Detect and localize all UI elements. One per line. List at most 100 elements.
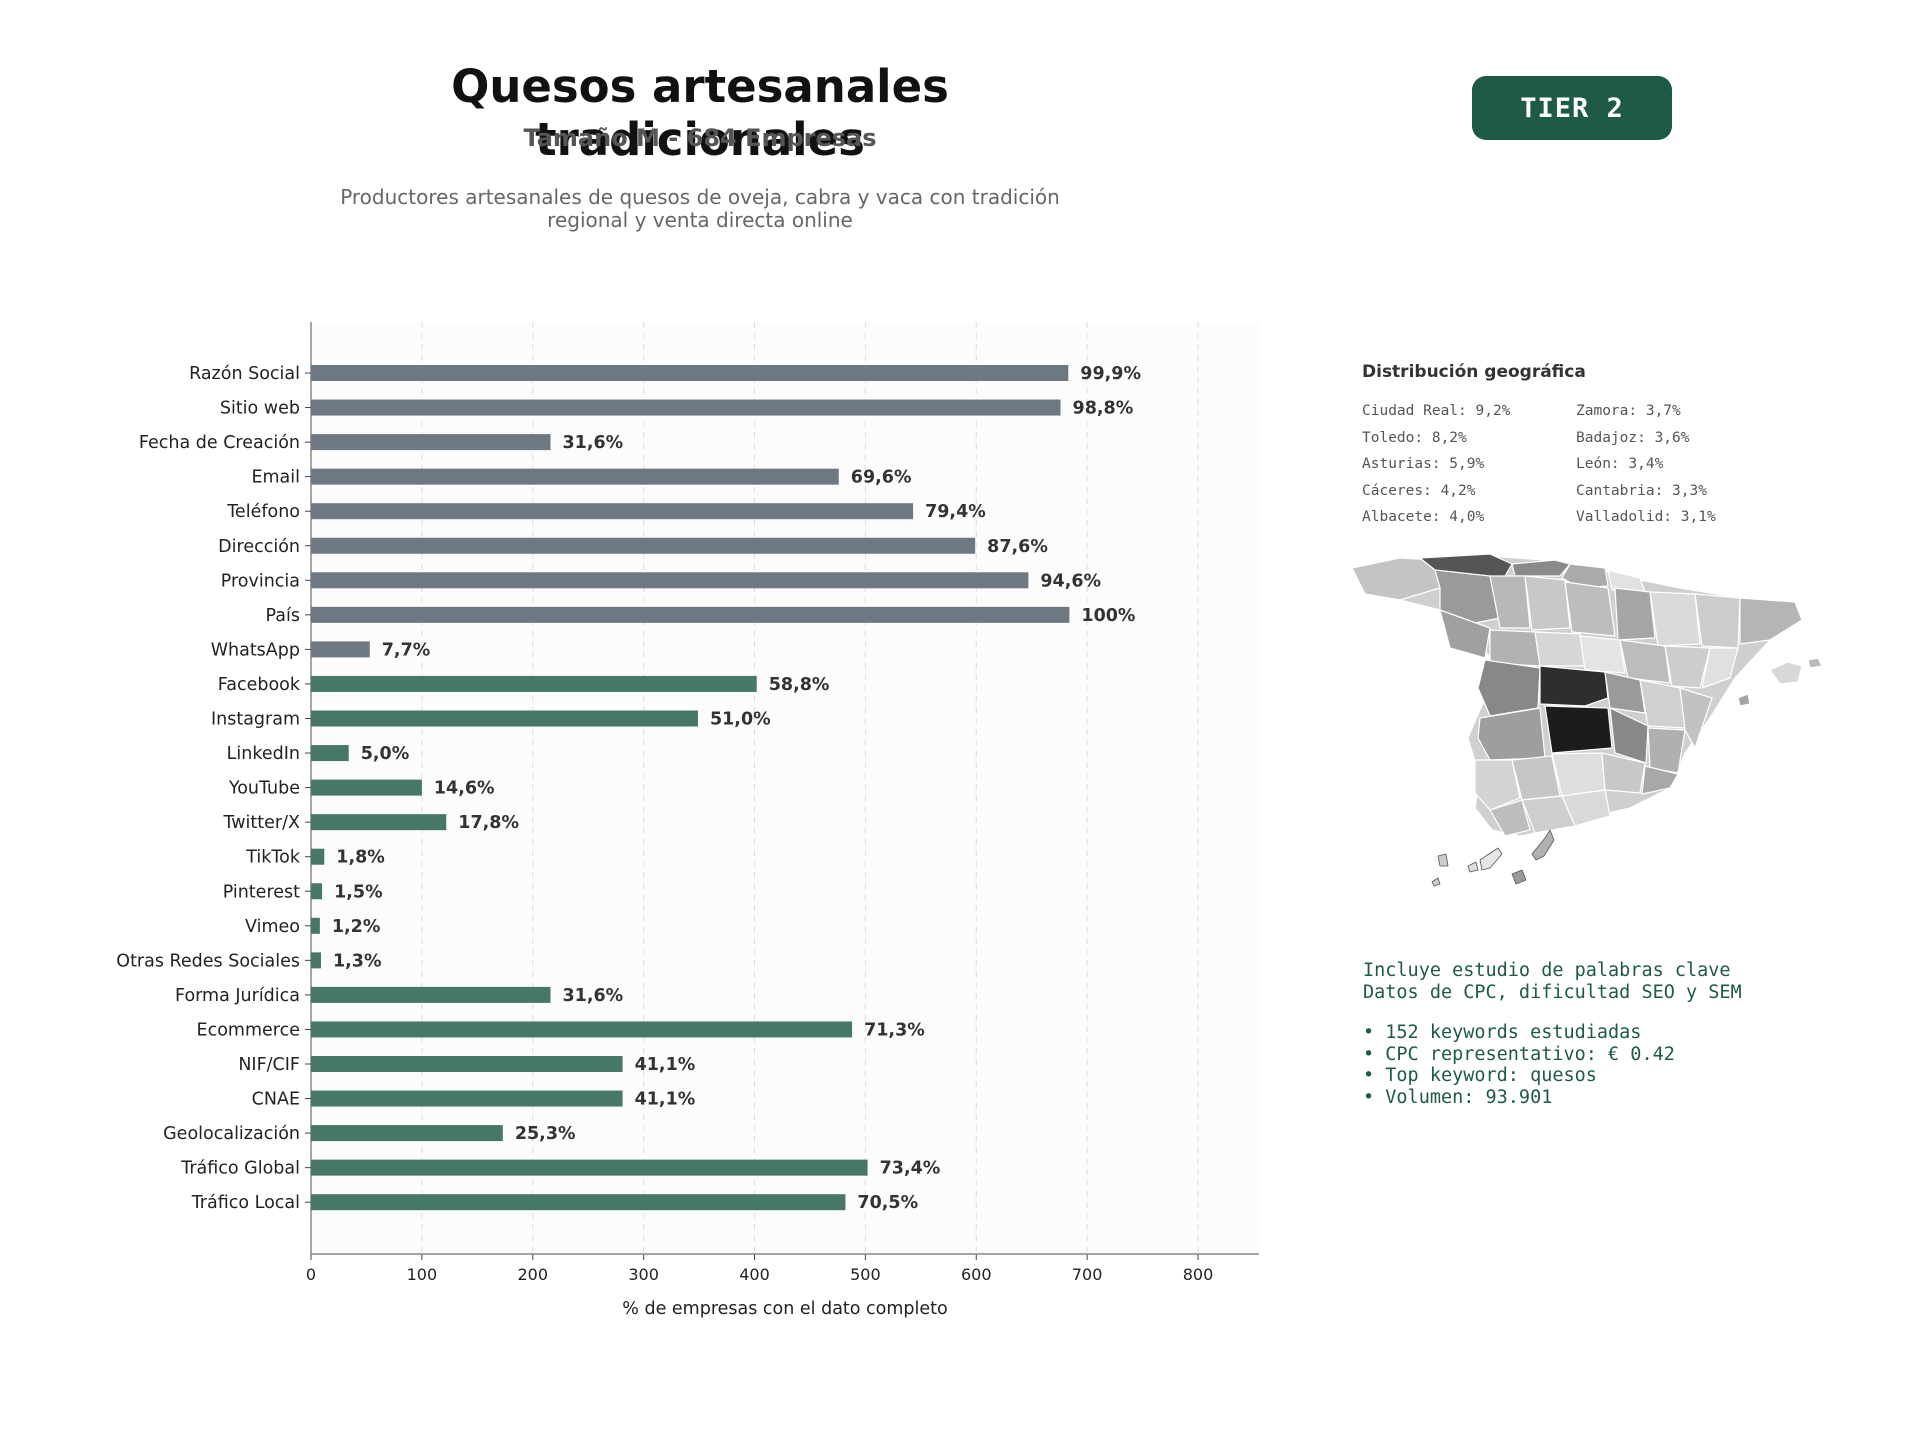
bar [311, 779, 422, 796]
data-label: 31,6% [562, 433, 623, 453]
keywords-intro: Incluye estudio de palabras clave Datos … [1363, 960, 1742, 1003]
keywords-intro-line: Incluye estudio de palabras clave [1363, 960, 1731, 981]
data-label: 41,1% [635, 1090, 696, 1110]
map-region [1679, 687, 1713, 749]
bar [311, 606, 1070, 623]
bar [311, 1159, 868, 1176]
map-region [1607, 569, 1646, 593]
map-region [1564, 581, 1616, 637]
y-tick-label: YouTube [228, 779, 300, 799]
data-label: 100% [1081, 606, 1135, 626]
page-title: Quesos artesanales tradicionales [451, 60, 949, 166]
geo-item: Valladolid: 3,1% [1576, 509, 1716, 525]
bar [311, 710, 698, 727]
map-region [1604, 671, 1646, 714]
map-region [1601, 752, 1646, 794]
data-label: 58,8% [769, 675, 830, 695]
y-tick-label: Instagram [211, 710, 300, 730]
keywords-intro-line: Datos de CPC, dificultad SEO y SEM [1363, 981, 1742, 1003]
map-region [1479, 847, 1503, 871]
keywords-list: • 152 keywords estudiadas • CPC represen… [1363, 1022, 1675, 1108]
bar [311, 572, 1029, 589]
map-region [1524, 575, 1571, 631]
y-tick-label: NIF/CIF [238, 1055, 300, 1075]
map-region [1431, 877, 1441, 887]
data-label: 69,6% [851, 468, 912, 488]
geo-item: Badajoz: 3,6% [1576, 429, 1690, 446]
y-tick-label: Ecommerce [197, 1020, 300, 1040]
geo-item: Asturias: 5,9% [1362, 456, 1485, 472]
y-tick-label: Geolocalización [163, 1124, 300, 1144]
data-label: 99,9% [1080, 364, 1141, 384]
y-tick-label: Facebook [218, 675, 301, 695]
bar-chart: 0 100 200 300 400 500 600 700 800 Razón Social 99,… [116, 322, 1259, 1319]
data-label: 1,8% [336, 848, 385, 868]
map-region [1539, 665, 1609, 707]
map-region [1639, 679, 1686, 729]
map-region [1467, 861, 1479, 873]
bar [311, 1194, 846, 1211]
bar [311, 641, 370, 658]
bar [311, 1125, 503, 1142]
geo-list-right: Zamora: 3,7% Badajoz: 3,6% León: 3,4% Ca… [1576, 398, 1716, 531]
y-tick-label: Fecha de Creación [139, 433, 300, 453]
data-label: 25,3% [515, 1124, 576, 1144]
map-region [1649, 591, 1701, 647]
data-label: 87,6% [987, 537, 1048, 557]
y-tick-label: Sitio web [220, 399, 300, 419]
geo-item: Ciudad Real: 9,2% [1362, 403, 1511, 419]
tier-badge: TIER 2 [1472, 76, 1672, 140]
y-tick-label: Tráfico Local [191, 1193, 300, 1213]
data-label: 1,3% [333, 951, 382, 971]
map-region [1437, 853, 1449, 867]
map-region [1664, 645, 1711, 689]
x-tick-label: 800 [1183, 1265, 1214, 1284]
bar [311, 814, 447, 831]
bar [311, 848, 325, 865]
y-tick-label: Pinterest [223, 882, 300, 902]
map-region [1474, 759, 1521, 811]
geo-item: León: 3,4% [1576, 456, 1664, 472]
y-tick-label: Provincia [221, 571, 300, 591]
page-description: Productores artesanales de quesos de ove… [340, 185, 1060, 232]
bar [311, 468, 839, 485]
data-label: 79,4% [925, 502, 986, 522]
y-tick-label: Razón Social [189, 364, 300, 384]
geo-item: Cantabria: 3,3% [1576, 482, 1707, 499]
map-region [1769, 661, 1803, 685]
map-region [1641, 765, 1679, 795]
y-tick-label: Forma Jurídica [175, 986, 300, 1006]
data-label: 7,7% [382, 640, 431, 660]
keywords-list-item: • CPC representativo: € 0.42 [1363, 1043, 1675, 1065]
y-tick-label: TikTok [245, 848, 301, 868]
x-tick-label: 200 [517, 1265, 548, 1284]
data-label: 17,8% [458, 813, 519, 833]
x-tick-label: 300 [628, 1265, 659, 1284]
keywords-list-item: • Volumen: 93.901 [1363, 1086, 1553, 1108]
spain-choropleth-map [1351, 553, 1823, 887]
data-label: 98,8% [1073, 399, 1134, 419]
data-label: 70,5% [857, 1193, 918, 1213]
x-tick-label: 400 [739, 1265, 770, 1284]
map-region [1544, 705, 1613, 754]
data-label: 5,0% [361, 744, 410, 764]
map-region [1489, 575, 1531, 629]
map-region [1807, 657, 1823, 669]
map-region [1489, 629, 1541, 667]
data-label: 73,4% [880, 1159, 941, 1179]
data-label: 31,6% [562, 986, 623, 1006]
y-tick-label: Tráfico Global [180, 1159, 300, 1179]
y-tick-label: Teléfono [226, 502, 300, 522]
data-label: 14,6% [434, 779, 495, 799]
y-tick-label: Dirección [218, 537, 300, 557]
bar [311, 1090, 623, 1107]
map-region [1737, 693, 1751, 707]
y-tick-label: Twitter/X [222, 813, 300, 833]
map-region [1477, 659, 1541, 717]
bar [311, 745, 349, 762]
data-label: 1,2% [332, 917, 381, 937]
map-region [1531, 829, 1555, 861]
page-subtitle: Tamaño M - 684 Empresas [523, 124, 877, 152]
y-tick-label: LinkedIn [227, 744, 300, 764]
bar [311, 1021, 853, 1038]
